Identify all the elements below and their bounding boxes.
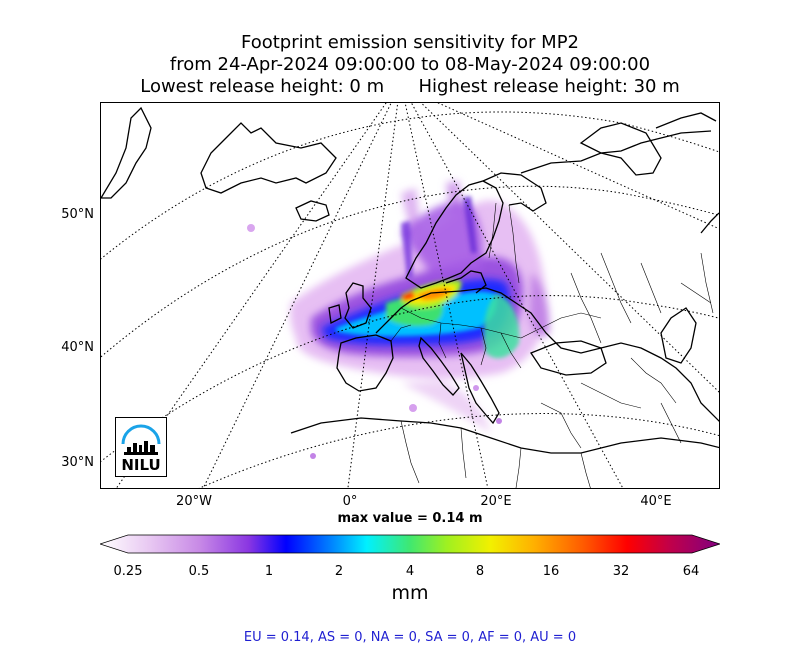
colorbar-tick-64: 64	[682, 564, 700, 579]
highest-release-height: Highest release height: 30 m	[418, 76, 680, 97]
map-subtitle-period: from 24-Apr-2024 09:00:00 to 08-May-2024…	[169, 54, 651, 75]
colorbar-tick-8: 8	[475, 564, 485, 579]
colorbar-tick-0.25: 0.25	[113, 564, 143, 579]
colorbar-unit-label: mm	[391, 582, 429, 604]
lon-label-20e: 20°E	[480, 494, 512, 509]
nilu-logo-text: NILU	[121, 456, 161, 474]
nilu-city-skyline-icon	[121, 424, 161, 455]
lowest-release-height: Lowest release height: 0 m	[140, 76, 385, 97]
lon-label-0: 0°	[342, 494, 358, 509]
colorbar	[100, 534, 720, 554]
region-summary: EU = 0.14, AS = 0, NA = 0, SA = 0, AF = …	[243, 630, 577, 645]
lat-label-30n: 30°N	[61, 455, 94, 470]
nilu-logo: NILU	[115, 417, 167, 477]
lon-label-40e: 40°E	[640, 494, 672, 509]
lat-label-40n: 40°N	[61, 340, 94, 355]
map-subtitle-heights: Lowest release height: 0 m Highest relea…	[0, 76, 800, 98]
colorbar-tick-4: 4	[405, 564, 415, 579]
coastlines	[101, 106, 719, 454]
map-title: Footprint emission sensitivity for MP2	[240, 32, 579, 53]
colorbar-tick-16: 16	[542, 564, 560, 579]
graticule	[101, 103, 719, 488]
footprint-map	[100, 102, 720, 489]
max-value-label: max value = 0.14 m	[337, 511, 483, 526]
country-borders	[390, 202, 714, 488]
colorbar-tick-0.5: 0.5	[188, 564, 210, 579]
lon-label-20w: 20°W	[176, 494, 212, 509]
colorbar-tick-1: 1	[264, 564, 274, 579]
colorbar-tick-32: 32	[612, 564, 630, 579]
emission-sensitivity-field	[247, 181, 550, 459]
colorbar-tick-2: 2	[334, 564, 344, 579]
lat-label-50n: 50°N	[61, 207, 94, 222]
map-canvas	[101, 103, 719, 488]
